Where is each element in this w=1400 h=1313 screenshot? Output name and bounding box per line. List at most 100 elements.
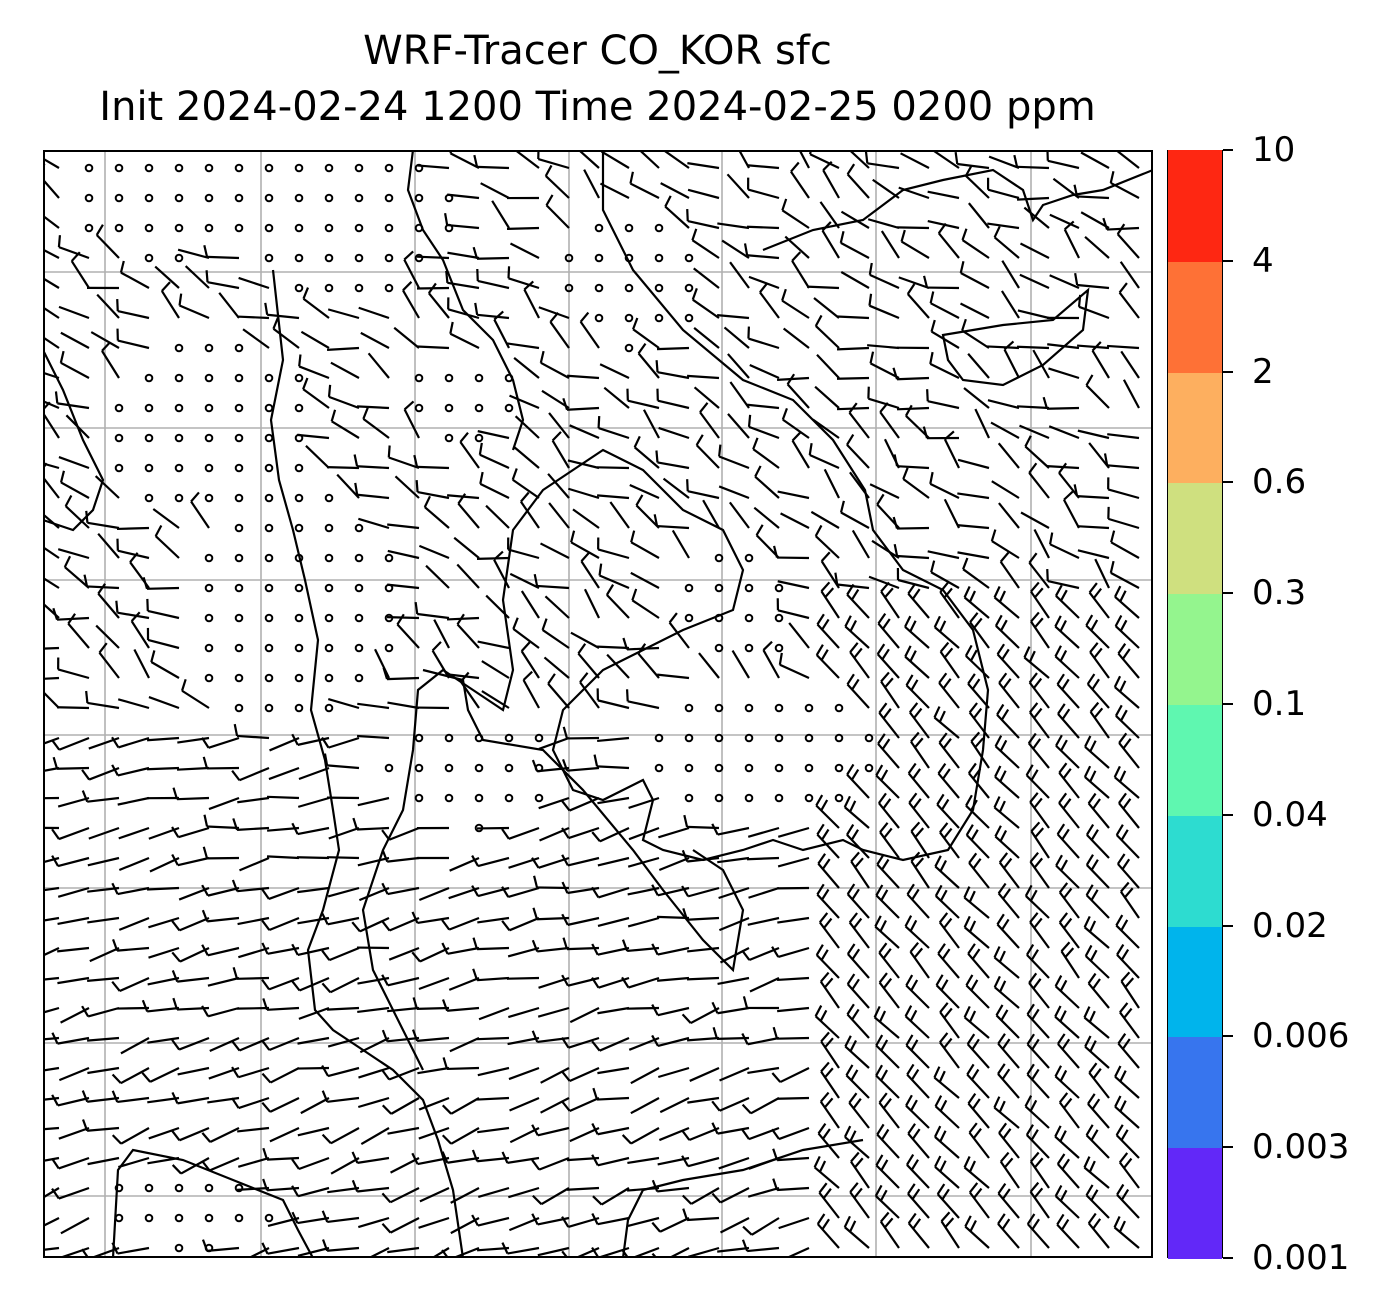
wind-barb [791, 251, 810, 289]
wind-barb [501, 886, 540, 899]
wind-barb [1001, 260, 1020, 289]
wind-barb [403, 250, 420, 289]
wind-barb [1025, 944, 1050, 979]
wind-barb [351, 917, 390, 933]
wind-barb [816, 823, 840, 859]
wind-barb [512, 617, 540, 649]
wind-barb [43, 676, 60, 680]
wind-barb [821, 221, 840, 259]
wind-barb [326, 856, 360, 860]
calm-wind-marker [654, 223, 664, 233]
wind-barb [1110, 530, 1140, 559]
wind-barb [596, 466, 630, 470]
wind-barb [968, 1122, 990, 1159]
wind-barb [267, 1216, 300, 1228]
wind-barb [627, 1216, 660, 1228]
wind-barb [327, 384, 360, 410]
wind-barb [968, 1182, 990, 1219]
wind-barb [381, 1187, 420, 1204]
wind-barb [358, 306, 390, 320]
colorbar-tick-label: 0.006 [1252, 1016, 1350, 1057]
colorbar-tick-label: 0.001 [1252, 1238, 1350, 1278]
wind-barb [878, 972, 900, 1009]
wind-barb [471, 855, 510, 868]
wind-barb [746, 225, 780, 230]
coastline-west-land [43, 349, 105, 532]
wind-barb [1114, 1065, 1140, 1099]
wind-barb [402, 281, 420, 319]
wind-barb [1054, 645, 1080, 679]
calm-wind-marker [384, 253, 394, 263]
wind-barb [813, 1155, 840, 1189]
calm-wind-marker [264, 493, 274, 503]
wind-barb [741, 1097, 780, 1115]
wind-barb [781, 288, 810, 319]
wind-barb [531, 1124, 570, 1137]
wind-barb [1029, 702, 1050, 739]
wind-barb [85, 510, 120, 530]
wind-barb [876, 643, 900, 679]
wind-barb [836, 315, 870, 320]
wind-barb [718, 886, 750, 900]
wind-barb [994, 614, 1020, 649]
wind-barb [1088, 442, 1110, 469]
colorbar-tick-label: 0.1 [1252, 684, 1307, 724]
wind-barb [682, 908, 720, 921]
wind-barb [58, 456, 90, 470]
wind-barb [1028, 972, 1050, 1009]
wind-barb [448, 976, 480, 991]
calm-wind-marker [204, 613, 214, 623]
wind-barb [261, 1097, 300, 1113]
wind-barb [88, 826, 120, 840]
wind-barb [689, 1066, 720, 1082]
wind-barb [51, 1032, 90, 1045]
calm-wind-marker [114, 193, 124, 203]
wind-barb [752, 437, 780, 469]
wind-barb [1117, 643, 1140, 679]
wind-barb [561, 1216, 600, 1228]
calm-wind-marker [144, 433, 154, 443]
wind-barb [746, 856, 780, 861]
calm-wind-marker [354, 193, 364, 203]
wind-barb [843, 1215, 870, 1249]
calm-wind-marker [684, 283, 694, 293]
wind-barb [171, 854, 210, 867]
calm-wind-marker [714, 613, 724, 623]
wind-barb [43, 277, 60, 289]
wind-barb [63, 555, 90, 589]
wind-barb [146, 766, 180, 771]
wind-barb [1115, 1124, 1140, 1159]
wind-barb [1047, 343, 1080, 350]
calm-wind-marker [414, 373, 424, 383]
wind-barb [1058, 912, 1080, 949]
wind-barb [898, 186, 930, 200]
wind-barb [237, 1156, 270, 1168]
wind-barb [719, 947, 750, 964]
wind-barb [818, 1182, 840, 1219]
calm-wind-marker [444, 763, 454, 773]
wind-barb [60, 331, 90, 349]
wind-barb [116, 1006, 150, 1010]
wind-barb [441, 942, 480, 955]
wind-barb [772, 1148, 810, 1162]
wind-barb [1084, 735, 1110, 769]
wind-barb [537, 150, 570, 170]
wind-barb [879, 1211, 900, 1249]
wind-barb [202, 846, 240, 860]
calm-wind-marker [204, 163, 214, 173]
calm-wind-marker [294, 193, 304, 203]
wind-barb [297, 886, 330, 894]
wind-barb [561, 826, 600, 840]
wind-barb [904, 1005, 930, 1039]
wind-barb [81, 1090, 120, 1103]
wind-barb [781, 198, 810, 229]
wind-barb [297, 1126, 330, 1137]
calm-wind-marker [234, 433, 244, 443]
wind-barb [927, 550, 960, 560]
calm-wind-marker [174, 1183, 184, 1193]
wind-barb [83, 574, 120, 590]
wind-barb [737, 150, 750, 169]
wind-barb [43, 1066, 60, 1072]
wind-barb [1077, 344, 1110, 350]
wind-barb [81, 1005, 120, 1018]
